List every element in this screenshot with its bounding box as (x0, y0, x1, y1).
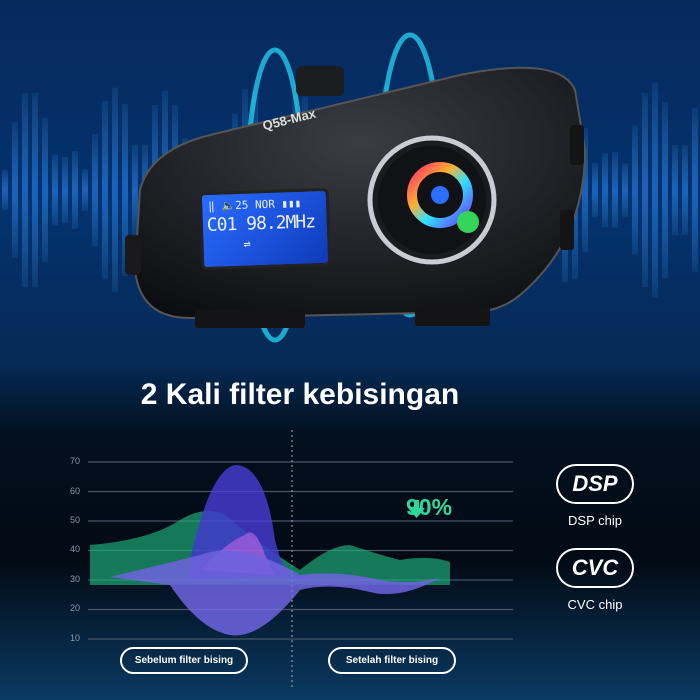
wave-bar (52, 154, 58, 226)
phase-before-label: Sebelum filter bising (120, 647, 248, 674)
wave-bar (602, 152, 608, 228)
wave-bar (92, 133, 98, 247)
wave-bar (82, 169, 88, 211)
y-tick: 60 (70, 486, 81, 496)
dsp-badge: DSP (556, 464, 634, 504)
phase-after-label: Setelah filter bising (328, 647, 456, 674)
wave-bar (692, 108, 698, 272)
wave-bar (662, 101, 668, 279)
wave-bar (132, 144, 138, 236)
wave-bar (112, 87, 118, 293)
lcd-display: ‖ 🔈25 NOR ▮▮▮ C01 98.2MHz ⇌ (198, 187, 332, 271)
headline: 2 Kali filter kebisingan (140, 378, 460, 411)
wave-bar (682, 145, 688, 235)
wave-bar (592, 162, 598, 218)
intercom-device (125, 66, 587, 328)
y-tick: 70 (70, 456, 81, 466)
wave-bar (22, 93, 28, 287)
y-tick: 20 (70, 603, 81, 613)
lcd-frequency: 98.2MHz (245, 211, 316, 235)
dsp-chip-label: DSP chip (568, 513, 622, 528)
cvc-chip-label: CVC chip (567, 597, 623, 612)
wave-bar (122, 103, 128, 277)
noise-blobs (90, 465, 450, 636)
y-tick: 50 (70, 515, 81, 525)
wave-bar (612, 152, 618, 228)
y-tick: 10 (70, 633, 81, 643)
down-arrow-icon (408, 500, 425, 518)
cvc-badge: CVC (556, 548, 634, 588)
wave-bar (672, 144, 678, 236)
wave-bar (622, 163, 628, 217)
y-tick: 30 (70, 574, 81, 584)
wave-bar (2, 170, 8, 210)
wave-bar (32, 92, 38, 288)
wave-bar (62, 156, 68, 224)
wave-bar (42, 118, 48, 262)
wave-bar (652, 82, 658, 298)
wave-bar (632, 125, 638, 255)
wave-bar (102, 100, 108, 280)
wave-bar (642, 92, 648, 288)
noise-reduction-value: 90% (406, 494, 453, 520)
wave-bar (72, 151, 78, 229)
wave-bar (12, 122, 18, 258)
wave-bar (582, 127, 588, 253)
y-tick: 40 (70, 544, 81, 554)
lcd-channel: C01 (206, 214, 237, 237)
